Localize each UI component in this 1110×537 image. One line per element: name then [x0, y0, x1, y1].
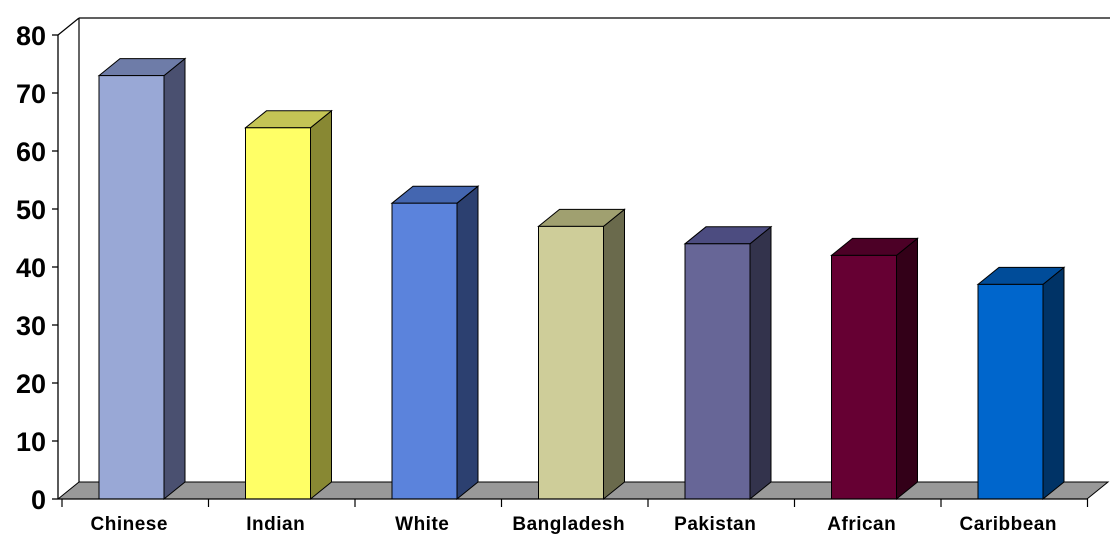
y-tick-label: 80 [16, 21, 46, 51]
x-category-label: Chinese [91, 514, 168, 535]
bar-side [603, 208, 625, 501]
bars [97, 57, 1066, 501]
plot-frame [78, 17, 1110, 482]
bar-caribbean [976, 266, 1066, 501]
x-axis: Chinese Indian White Bangladesh Pakistan Afri… [58, 498, 1089, 535]
bar-side [896, 237, 918, 501]
bar-front [684, 243, 751, 500]
bar-front [831, 254, 897, 500]
bar-front [245, 127, 311, 500]
bar-indian [244, 109, 333, 501]
y-axis-depth-line [57, 17, 80, 36]
y-tick-label: 50 [16, 195, 46, 225]
bar-side [310, 109, 332, 501]
bar-chinese [97, 57, 187, 501]
bar-side [1042, 266, 1065, 501]
x-category-label: African [827, 514, 896, 535]
plot-back-wall [78, 17, 1110, 482]
bar-african [830, 237, 919, 501]
y-tick-label: 20 [16, 369, 46, 399]
bar-bangladesh [537, 208, 626, 501]
x-category-label: Pakistan [674, 514, 756, 535]
y-tick-label: 0 [31, 485, 46, 515]
bar-front [538, 225, 604, 500]
x-category-label: Caribbean [960, 514, 1057, 535]
y-tick-label: 70 [16, 79, 46, 109]
y-axis: 0 10 20 30 40 50 60 70 80 [16, 17, 80, 515]
x-category-label: Indian [246, 514, 305, 535]
bar-side [456, 185, 479, 501]
bar-side [749, 225, 772, 501]
bar-side [163, 57, 186, 501]
x-category-label: Bangladesh [512, 514, 625, 535]
y-tick-label: 10 [16, 427, 46, 457]
y-tick-label: 30 [16, 311, 46, 341]
bar-front [98, 75, 165, 500]
bar-front [977, 283, 1044, 500]
bar-white [390, 185, 480, 501]
bar-front [391, 202, 458, 500]
y-tick-label: 40 [16, 253, 46, 283]
x-category-label: White [395, 514, 449, 535]
bar-pakistan [683, 225, 773, 501]
y-tick-label: 60 [16, 137, 46, 167]
